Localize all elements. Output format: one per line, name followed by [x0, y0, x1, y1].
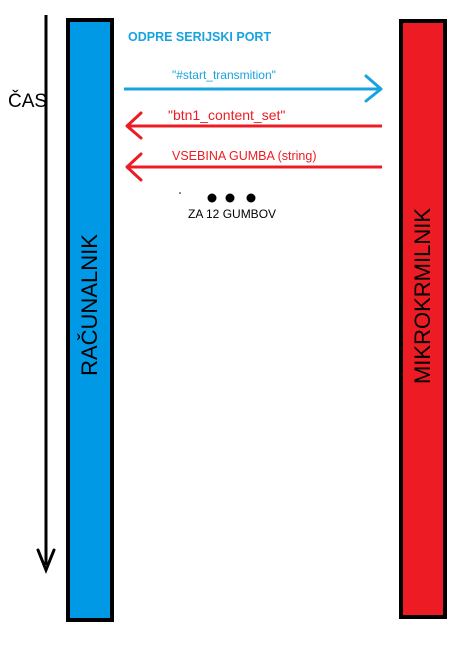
message-label-content: VSEBINA GUMBA (string)	[172, 149, 317, 163]
computer-label: RAČUNALNIK	[77, 234, 102, 376]
time-axis-label: ČAS	[8, 91, 48, 112]
stray-dot	[179, 192, 181, 194]
microcontroller-label: MIKROKRMILNIK	[410, 207, 435, 385]
message-label-start: "#start_transmition"	[172, 68, 276, 82]
open-port-label: ODPRE SERIJSKI PORT	[128, 30, 272, 44]
repeat-dot	[225, 193, 235, 203]
message-arrowhead-start	[364, 74, 383, 103]
computer-lifeline	[66, 18, 114, 622]
message-arrowhead-btn1	[125, 111, 143, 140]
repeat-note: ZA 12 GUMBOV	[188, 207, 277, 221]
time-axis-arrowhead	[36, 548, 56, 575]
message-label-btn1: "btn1_content_set"	[168, 107, 286, 123]
repeat-dot	[246, 193, 256, 203]
microcontroller-lifeline	[399, 19, 447, 619]
repeat-dot	[207, 193, 217, 203]
message-arrowhead-content	[125, 152, 143, 182]
